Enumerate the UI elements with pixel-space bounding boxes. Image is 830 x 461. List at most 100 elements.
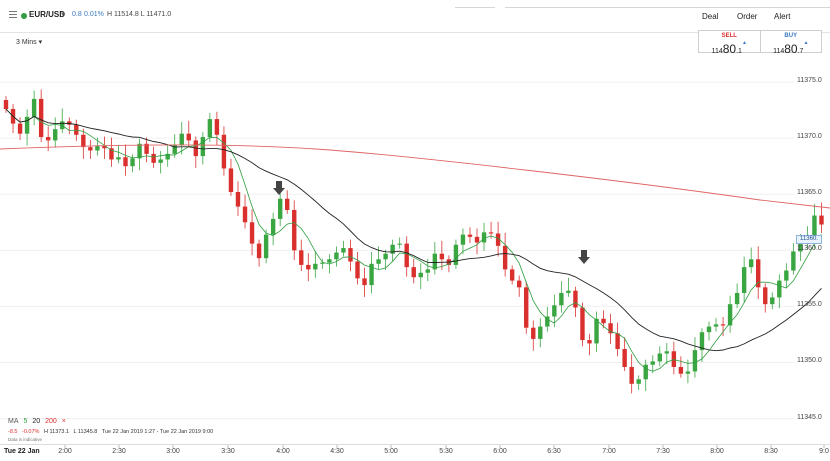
candle bbox=[657, 346, 662, 367]
candle-body bbox=[411, 267, 416, 278]
x-tick-label: 9:0 bbox=[819, 448, 829, 455]
candle-body bbox=[819, 215, 824, 225]
candle-body bbox=[151, 153, 156, 163]
candle-body bbox=[763, 287, 768, 305]
candle-body bbox=[320, 262, 325, 264]
deal-button[interactable]: Deal bbox=[702, 12, 719, 21]
buy-button[interactable]: BUY 11480.7 ▲ bbox=[759, 31, 822, 56]
candle-body bbox=[559, 292, 564, 306]
order-button[interactable]: Order bbox=[737, 12, 758, 21]
x-tick-label: 6:30 bbox=[547, 448, 561, 455]
candle-body bbox=[53, 129, 58, 141]
x-axis: Tue 22 Jan 2:00 2:30 3:00 3:30 4:00 4:30 5:00 5… bbox=[0, 444, 830, 461]
candle-body bbox=[158, 159, 163, 163]
x-tick-label: 3:30 bbox=[221, 448, 235, 455]
x-tick-label: 8:30 bbox=[764, 448, 778, 455]
candle-body bbox=[214, 119, 220, 135]
candle bbox=[3, 96, 9, 113]
interval-selector[interactable]: 3 Mins ▾ bbox=[16, 38, 42, 46]
candle bbox=[38, 89, 44, 143]
candle bbox=[383, 249, 388, 270]
candle bbox=[495, 221, 501, 257]
period-change-percent: -0.07% bbox=[22, 429, 40, 435]
candle-body bbox=[200, 137, 206, 157]
candle-body bbox=[341, 248, 346, 253]
y-tick-label: 11360.0 bbox=[797, 245, 822, 253]
y-tick-label: 11375.0 bbox=[797, 77, 822, 85]
candle bbox=[566, 277, 571, 297]
candle-body bbox=[390, 244, 395, 254]
buy-price-big: 80 bbox=[784, 42, 798, 56]
price-change: 0.8 bbox=[72, 11, 82, 18]
candle-body bbox=[369, 263, 374, 286]
candle bbox=[355, 252, 360, 285]
ma20-line bbox=[5, 108, 822, 352]
y-tick-label: 11370.0 bbox=[797, 133, 822, 141]
instrument-symbol[interactable]: EUR/USD bbox=[29, 10, 66, 19]
candle-body bbox=[137, 143, 142, 159]
candle-body bbox=[249, 222, 255, 244]
close-icon[interactable]: × bbox=[61, 418, 66, 425]
candle-body bbox=[699, 332, 705, 351]
alert-button[interactable]: Alert bbox=[774, 12, 791, 21]
hamburger-icon[interactable] bbox=[9, 11, 17, 18]
candle-body bbox=[439, 253, 445, 260]
candle-body bbox=[256, 243, 262, 259]
candle-body bbox=[770, 297, 775, 305]
candle bbox=[313, 250, 318, 278]
candle bbox=[664, 342, 670, 365]
candle bbox=[123, 144, 128, 176]
candle-body bbox=[488, 232, 494, 234]
candle-body bbox=[17, 123, 23, 134]
candle bbox=[285, 190, 290, 214]
chevron-down-icon[interactable]: ▾ bbox=[61, 11, 65, 18]
candle-body bbox=[270, 218, 276, 235]
x-tick-label: 2:30 bbox=[112, 448, 126, 455]
candle-body bbox=[664, 351, 670, 354]
period-range: Tue 22 Jan 2019 1:27 - Tue 22 Jan 2019 9… bbox=[101, 429, 214, 435]
candle-body bbox=[383, 253, 388, 260]
candle-body bbox=[538, 326, 543, 339]
sell-button[interactable]: SELL 11480.1 ▲ bbox=[699, 31, 760, 56]
candle bbox=[791, 243, 796, 275]
candle-body bbox=[263, 234, 269, 259]
candle bbox=[263, 229, 269, 264]
sell-price-big: 80 bbox=[722, 42, 737, 56]
ma5-line bbox=[5, 108, 822, 372]
candle bbox=[277, 191, 283, 227]
candle-body bbox=[629, 366, 634, 384]
candle bbox=[524, 281, 529, 334]
candle-body bbox=[81, 134, 86, 148]
candle bbox=[88, 139, 93, 159]
x-tick-label: 5:30 bbox=[439, 448, 453, 455]
candle-body bbox=[102, 146, 107, 149]
candle bbox=[299, 239, 304, 272]
candle-body bbox=[292, 209, 297, 251]
top-divider bbox=[455, 7, 495, 8]
candle bbox=[67, 117, 72, 135]
ma-period-20[interactable]: 20 bbox=[32, 418, 41, 425]
candle-body bbox=[95, 146, 100, 151]
candle-body bbox=[580, 307, 585, 341]
candle-body bbox=[720, 324, 726, 326]
candle-body bbox=[277, 198, 283, 219]
candle-body bbox=[643, 364, 648, 380]
candle-body bbox=[397, 243, 402, 245]
period-change: -8.5 bbox=[8, 429, 18, 435]
candle bbox=[270, 212, 276, 246]
candle-body bbox=[692, 350, 698, 372]
ma-period-5[interactable]: 5 bbox=[23, 418, 28, 425]
candle-body bbox=[425, 269, 430, 273]
candle-body bbox=[235, 192, 241, 207]
ma-period-200[interactable]: 200 bbox=[45, 418, 57, 425]
candle-body bbox=[327, 259, 332, 263]
candle bbox=[165, 144, 170, 167]
ma-legend: MA 5 20 200 × bbox=[8, 418, 69, 425]
candle bbox=[594, 311, 599, 352]
candle bbox=[734, 283, 740, 309]
candle bbox=[573, 286, 578, 318]
down-arrow-marker bbox=[273, 181, 285, 195]
buy-price-small: .7 bbox=[797, 48, 804, 55]
candle bbox=[144, 137, 149, 163]
